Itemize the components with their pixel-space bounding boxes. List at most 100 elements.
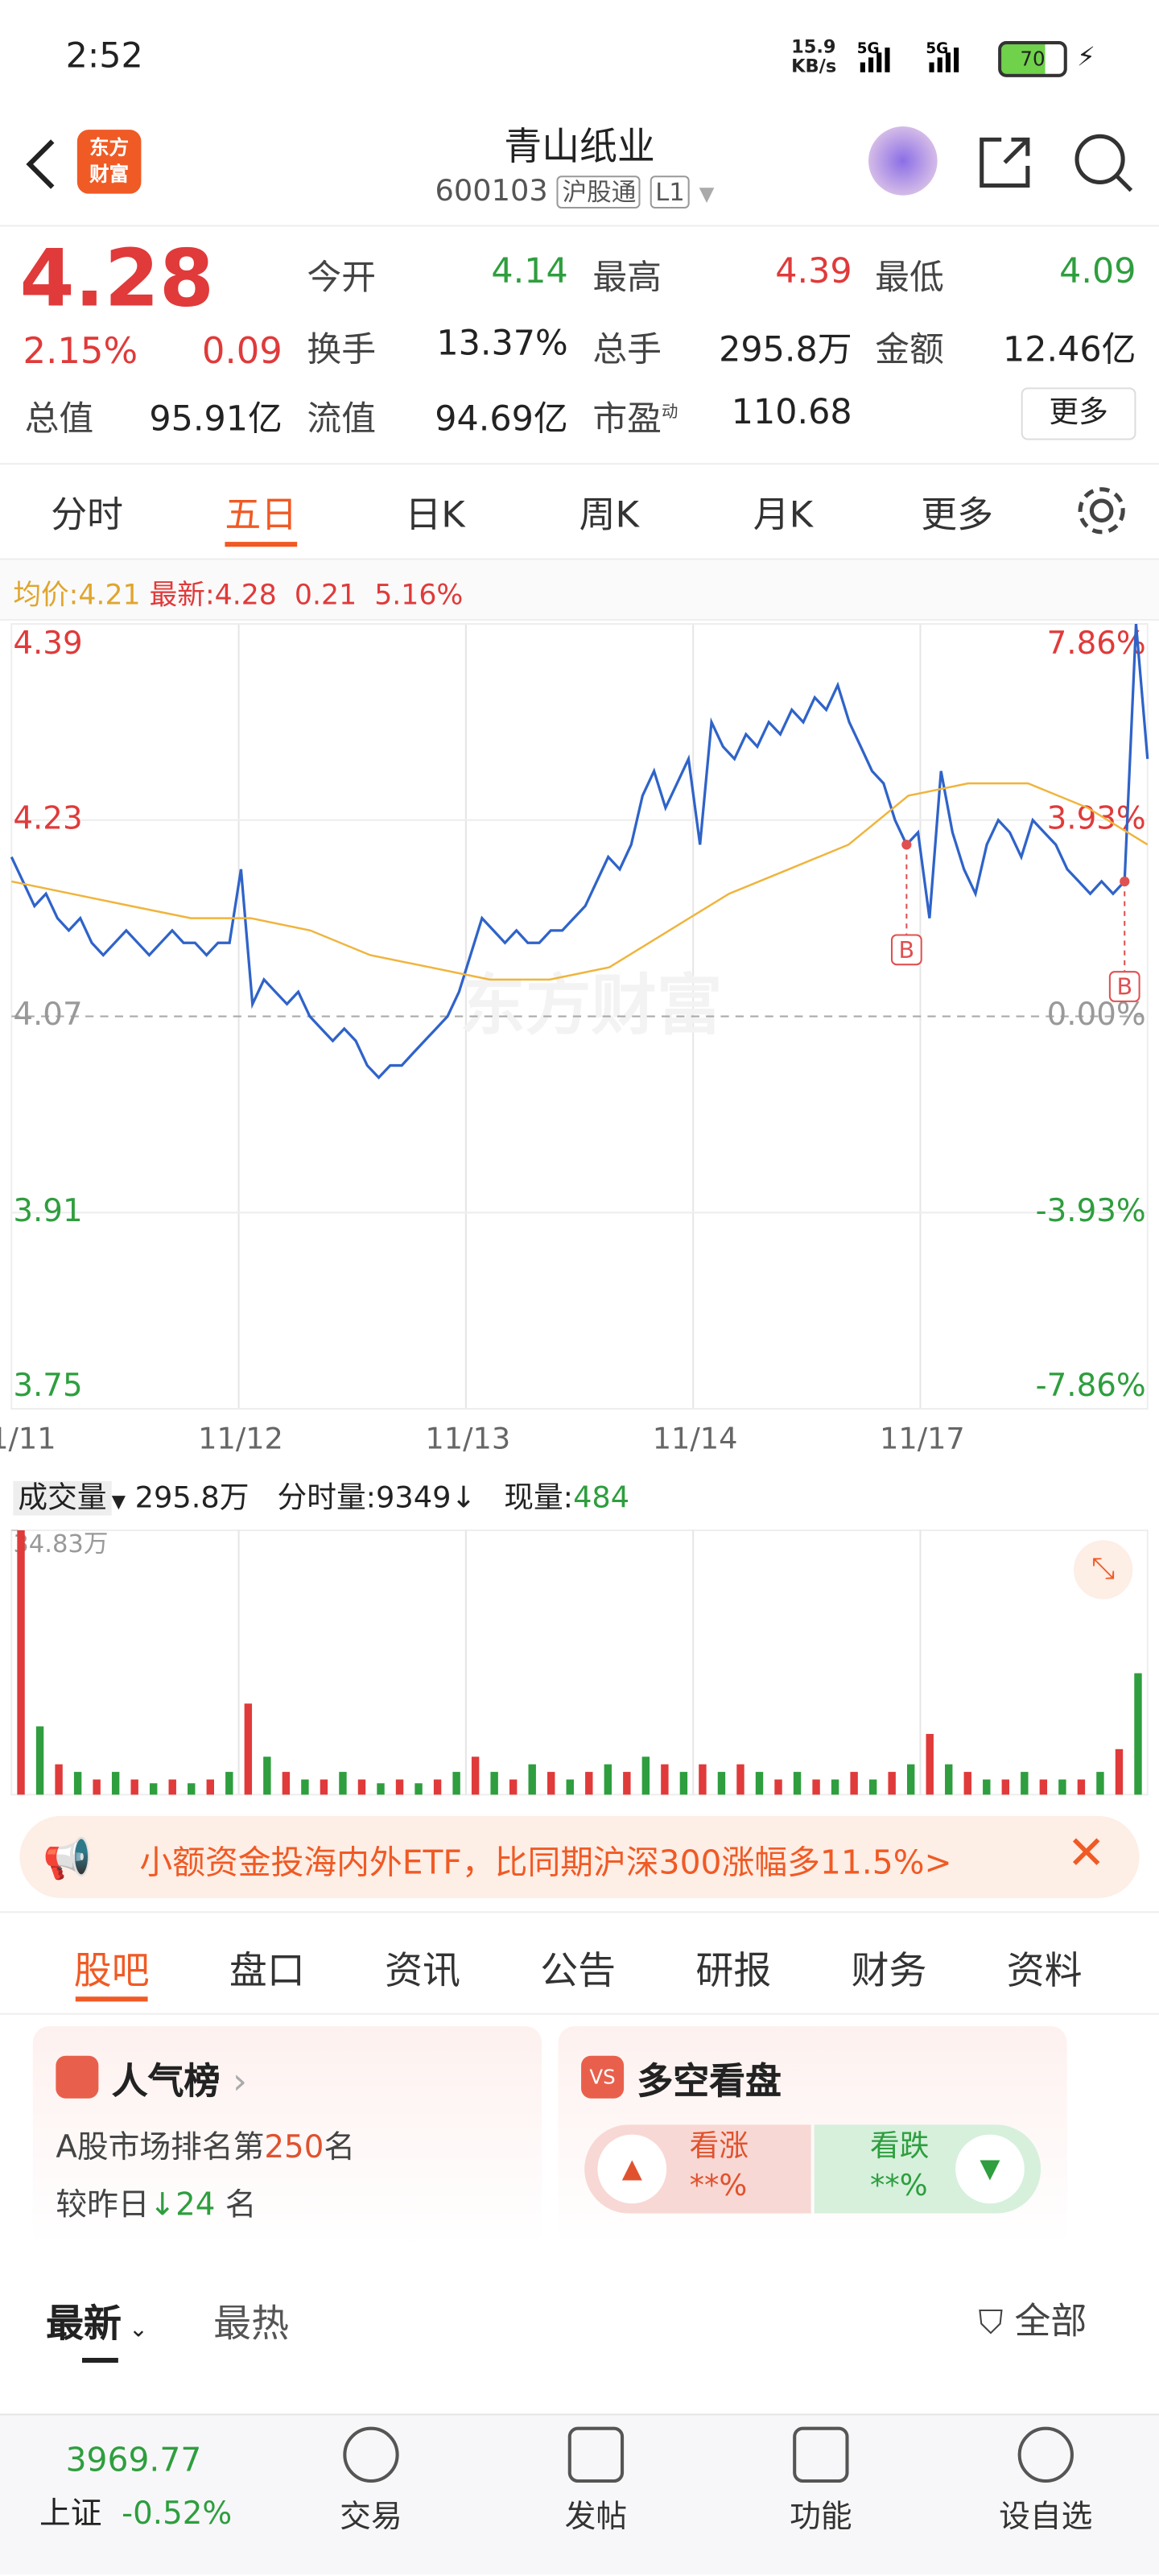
x-tick-label: 11/12 <box>198 1421 283 1455</box>
y-tick-label: 4.39 <box>13 625 82 662</box>
svg-text:5G: 5G <box>857 40 880 57</box>
change: 0.09 <box>201 332 283 374</box>
field-value: 295.8万 <box>719 329 852 369</box>
volume-bar <box>452 1772 460 1795</box>
sort-latest[interactable]: 最新 ⌄ <box>46 2303 148 2347</box>
speed: 15.9 <box>791 35 836 58</box>
volume-bar <box>736 1764 744 1795</box>
logo[interactable]: 东方 财富 <box>76 130 142 194</box>
change: 0.21 <box>294 580 357 613</box>
tab-underline <box>225 542 298 547</box>
price-line <box>10 623 1149 1080</box>
volume-bar <box>812 1779 820 1795</box>
period-tab[interactable]: 周K <box>579 495 639 537</box>
expand-button[interactable]: ⤡ <box>1073 1540 1133 1600</box>
period-tab[interactable]: 日K <box>405 495 465 537</box>
volume-total: 295.8万 <box>134 1480 250 1516</box>
period-tab[interactable]: 分时 <box>51 495 123 537</box>
volume-bar <box>55 1764 63 1795</box>
marker-dot <box>1120 876 1130 887</box>
volume-bar <box>1001 1779 1010 1795</box>
volume-bar <box>585 1772 593 1795</box>
volume-bar <box>1134 1673 1142 1795</box>
volume-bar <box>850 1772 858 1795</box>
nav-item[interactable]: 交易 <box>340 2499 402 2536</box>
volume-bar <box>111 1772 120 1795</box>
popularity-icon <box>56 2055 99 2099</box>
section-tab[interactable]: 研报 <box>695 1951 772 1994</box>
nav-icon[interactable] <box>567 2426 625 2483</box>
nav-item[interactable]: 设自选 <box>999 2499 1093 2536</box>
volume-bar <box>1077 1779 1086 1795</box>
volume-bar <box>17 1530 25 1795</box>
change-pct: 5.16% <box>374 580 464 613</box>
bull-value: **% <box>689 2169 748 2204</box>
sort-hot[interactable]: 最热 <box>213 2303 289 2347</box>
period-tab[interactable]: 月K <box>753 495 814 537</box>
section-tab[interactable]: 资料 <box>1006 1951 1083 1994</box>
section-tab[interactable]: 财务 <box>851 1951 927 1994</box>
bull-label: 看涨 <box>689 2129 749 2165</box>
field-label: 总值 <box>24 398 94 439</box>
nav-item[interactable]: 功能 <box>790 2499 852 2536</box>
price-line <box>11 782 1149 981</box>
tab-underline <box>75 1996 148 2002</box>
nav-icon[interactable] <box>793 2426 849 2483</box>
rank-prefix: A股市场排名第 <box>56 2129 265 2166</box>
close-banner[interactable]: ✕ <box>1066 1826 1106 1880</box>
divider <box>0 463 1159 465</box>
avg: 4.21 <box>78 580 141 613</box>
assistant-avatar[interactable] <box>868 126 938 196</box>
field-value: 110.68 <box>731 392 852 432</box>
volume-bar <box>604 1764 612 1795</box>
banner-text[interactable]: 小额资金投海内外ETF，比同期沪深300涨幅多11.5%> <box>139 1842 952 1882</box>
volume-bar <box>301 1779 309 1795</box>
volume-bar <box>415 1783 423 1795</box>
nav-icon[interactable] <box>1017 2426 1074 2483</box>
field-label: 流值 <box>307 398 377 439</box>
popularity-title: 人气榜 › <box>111 2062 247 2103</box>
volume-bar <box>755 1772 764 1795</box>
section-tab[interactable]: 公告 <box>540 1951 617 1994</box>
volume-bar <box>888 1772 896 1795</box>
period-tab[interactable]: 五日 <box>225 495 298 537</box>
index[interactable]: 上证 -0.52% <box>39 2489 232 2533</box>
divider <box>0 2013 1159 2015</box>
svg-text:5G: 5G <box>926 40 948 57</box>
popularity-card[interactable] <box>32 2025 542 2247</box>
x-tick-label: 11/17 <box>880 1421 965 1455</box>
section-tab[interactable]: 股吧 <box>73 1951 150 1994</box>
nav-item[interactable]: 发帖 <box>564 2499 628 2536</box>
volume-bar <box>509 1779 518 1795</box>
field-label: 最高 <box>592 258 662 298</box>
signal-icons: 5G 5G <box>857 40 959 72</box>
field-label: 市盈动 <box>592 398 678 439</box>
volume-bar <box>641 1757 650 1795</box>
back-button[interactable] <box>19 134 68 193</box>
change-pct: 2.15% <box>23 332 138 374</box>
field-sup: 动 <box>661 403 678 423</box>
nav-icon[interactable] <box>343 2426 399 2483</box>
section-tab[interactable]: 盘口 <box>229 1951 305 1994</box>
volume-info: 成交量 ▼ 295.8万 分时量:9349↓ 现量:484 <box>13 1475 629 1517</box>
more-button[interactable]: 更多 <box>1021 387 1136 440</box>
period-tab[interactable]: 更多 <box>921 495 994 537</box>
filter[interactable]: ⛉ 全部 <box>978 2301 1087 2343</box>
index-value[interactable]: 3969.77 <box>65 2439 202 2479</box>
avg-label: 均价: <box>13 580 79 613</box>
volume-bar <box>566 1779 574 1795</box>
volume-bar <box>983 1779 991 1795</box>
search-button[interactable] <box>1070 130 1136 196</box>
clock: 2:52 <box>65 35 143 76</box>
banner[interactable] <box>19 1815 1140 1898</box>
field-value: 13.37% <box>436 323 568 363</box>
volume-bar <box>793 1772 802 1795</box>
volume-bar <box>1021 1772 1029 1795</box>
rank-suffix: 名 <box>324 2129 356 2166</box>
volume-label[interactable]: 成交量 <box>13 1480 112 1516</box>
share-button[interactable] <box>972 130 1038 196</box>
settings-button[interactable] <box>1072 481 1131 540</box>
x-tick-label: 11/11 <box>0 1421 56 1455</box>
section-tab[interactable]: 资讯 <box>385 1951 460 1994</box>
bear: 看跌 **% <box>870 2128 929 2207</box>
